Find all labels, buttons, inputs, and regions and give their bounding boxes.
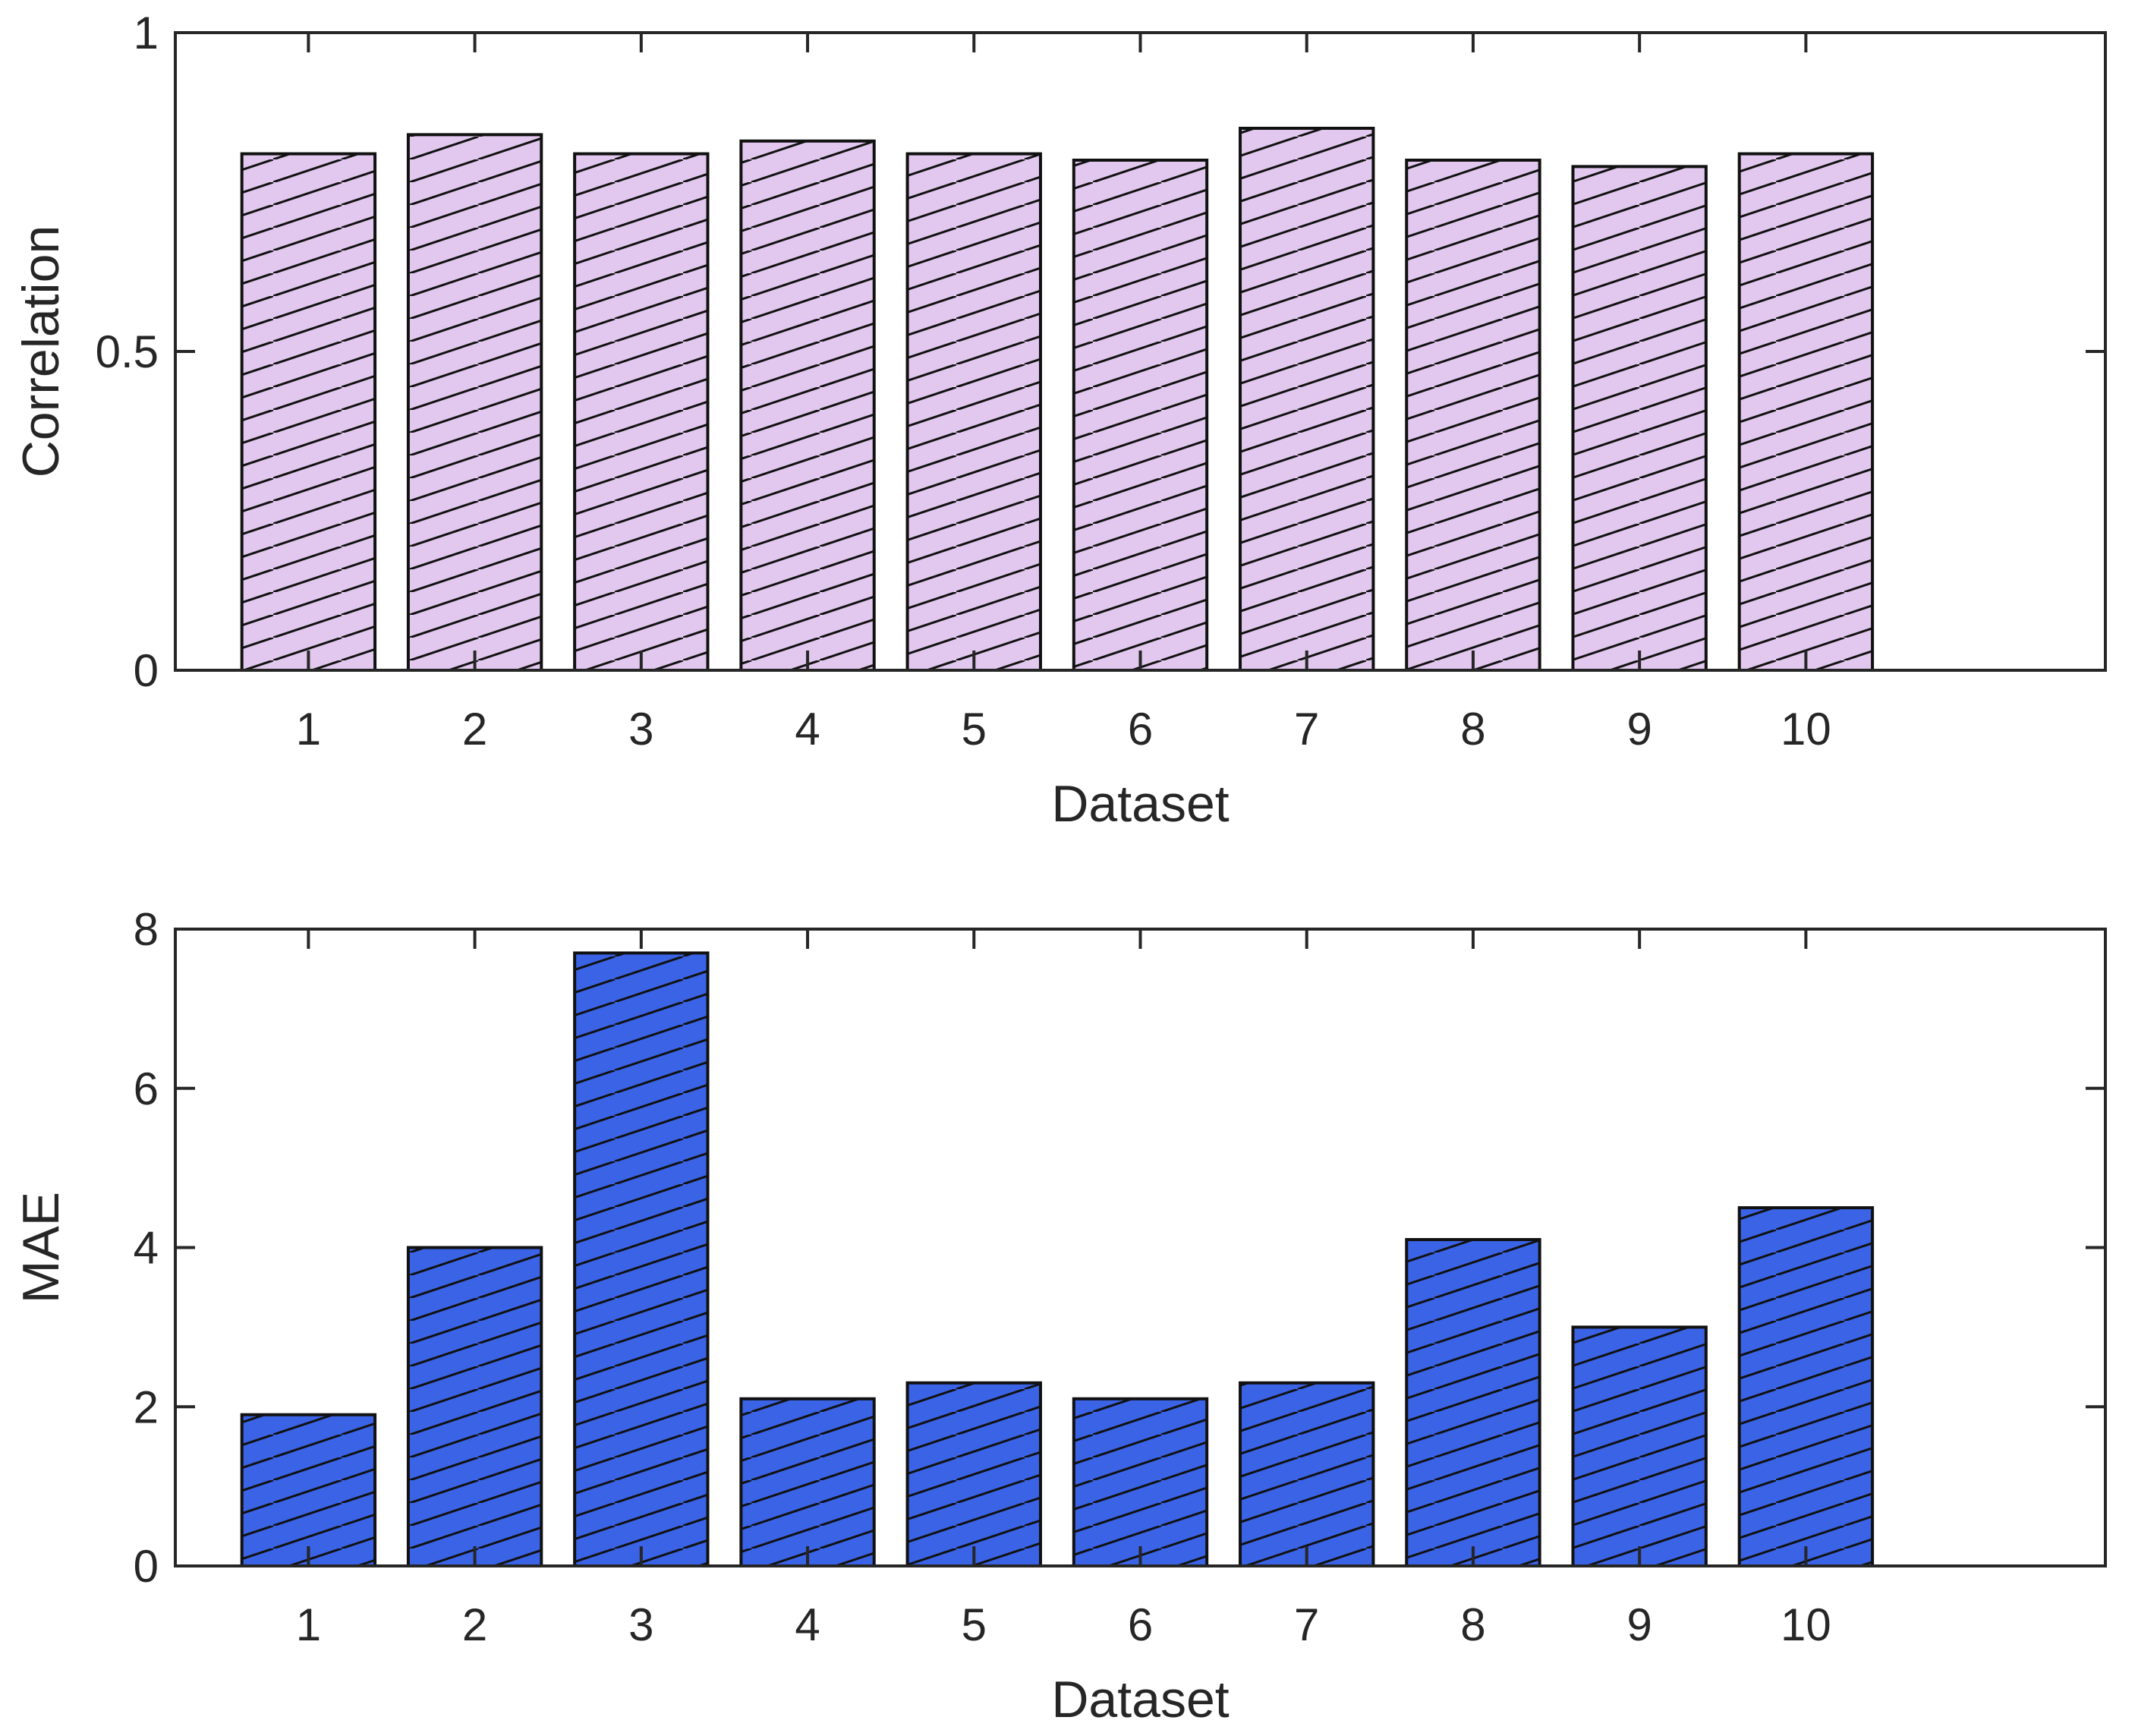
bar-dataset-5 [905,152,1042,673]
bar-dataset-7 [1239,1381,1375,1567]
y-tick-label: 1 [134,8,159,58]
x-tick-label: 9 [1626,1599,1652,1650]
bar-dataset-2 [406,1246,543,1567]
mae-chart: 1 2 3 4 5 6 7 8 9 10 0 2 4 6 8 Dataset MAE [12,904,2107,1728]
y-axis-title: MAE [12,1192,70,1303]
x-tick-label: 2 [462,1599,487,1650]
x-axis-title: Dataset [1051,1671,1229,1728]
x-tick-label: 5 [962,704,987,755]
bar-dataset-8 [1405,159,1541,672]
bar-dataset-10 [1737,1206,1875,1567]
x-tick-label: 3 [628,1599,653,1650]
bar-dataset-4 [739,139,876,673]
y-tick-label: 8 [134,904,159,955]
bar-dataset-8 [1405,1238,1541,1567]
x-tick-label: 8 [1460,1599,1485,1650]
y-tick-label: 2 [134,1382,159,1432]
x-tick-label: 4 [795,1599,820,1650]
x-tick-label: 7 [1294,1599,1319,1650]
bar-dataset-3 [573,152,710,673]
correlation-chart: 1 2 3 4 5 6 7 8 9 10 0 0.5 1 Dataset Correlation [12,8,2107,833]
x-tick-label: 1 [296,704,321,755]
y-axis-title: Correlation [12,225,70,478]
x-tick-label: 3 [628,704,653,755]
x-tick-label: 10 [1781,704,1831,755]
bar-dataset-5 [905,1381,1042,1567]
x-tick-label: 10 [1781,1599,1831,1650]
bar-dataset-1 [240,152,377,673]
bar-dataset-2 [406,133,543,672]
bar-dataset-6 [1072,159,1209,672]
bar-dataset-4 [739,1397,876,1567]
bar-dataset-9 [1571,165,1708,672]
x-tick-label: 6 [1128,704,1153,755]
y-tick-label: 0 [134,645,159,696]
x-tick-label: 9 [1626,704,1652,755]
bar-dataset-7 [1239,127,1375,672]
x-tick-label: 7 [1294,704,1319,755]
x-tick-label: 6 [1128,1599,1153,1650]
y-tick-label: 6 [134,1063,159,1114]
x-tick-label: 5 [962,1599,987,1650]
bar-dataset-3 [573,951,710,1567]
x-tick-label: 2 [462,704,487,755]
x-tick-label: 4 [795,704,820,755]
x-tick-label: 8 [1460,704,1485,755]
x-tick-label: 1 [296,1599,321,1650]
x-axis-title: Dataset [1051,775,1229,833]
bar-dataset-10 [1737,152,1875,673]
bar-dataset-9 [1571,1325,1708,1567]
y-tick-label: 0 [134,1541,159,1592]
bar-dataset-1 [240,1413,377,1568]
y-tick-label: 4 [134,1223,159,1274]
bar-dataset-6 [1072,1397,1209,1567]
y-tick-label: 0.5 [96,326,159,377]
